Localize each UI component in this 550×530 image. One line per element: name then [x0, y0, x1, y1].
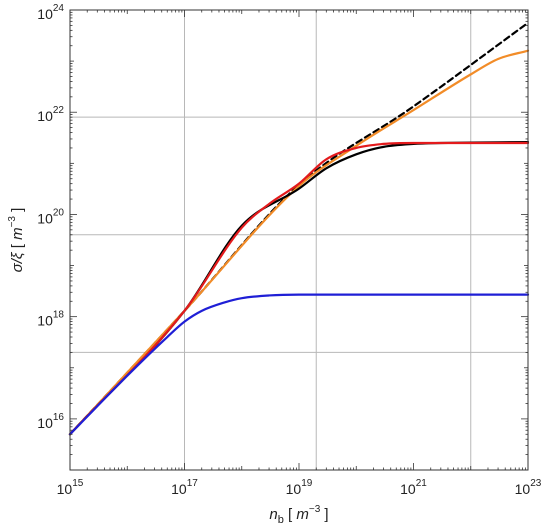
- y-tick-label-4: 1024: [37, 3, 64, 22]
- x-tick-label-1: 1017: [171, 478, 198, 497]
- y-tick-label-exp: 18: [53, 310, 65, 321]
- tick-marks: [69, 10, 528, 471]
- x-axis-label: nb [ m−3 ]: [269, 504, 328, 526]
- x-tick-label-exp: 21: [416, 478, 428, 489]
- x-axis-var: n: [269, 506, 277, 523]
- y-axis-label: σ/ξ [ m−3 ]: [7, 208, 26, 273]
- x-tick-label-base: 10: [286, 481, 302, 497]
- x-tick-label-exp: 23: [530, 478, 542, 489]
- y-axis-var: σ/ξ: [9, 251, 26, 272]
- x-tick-label-base: 10: [515, 481, 531, 497]
- y-tick-label-0: 1016: [37, 412, 64, 431]
- series-line-4: [68, 293, 530, 436]
- series-line-3: [68, 141, 530, 436]
- y-axis-open: [: [9, 240, 26, 253]
- y-tick-label-exp: 20: [53, 207, 65, 218]
- y-tick-label-exp: 24: [53, 3, 65, 14]
- x-axis-open: [: [284, 506, 297, 523]
- y-tick-label-base: 10: [37, 6, 53, 22]
- x-tick-label-4: 1023: [515, 478, 542, 497]
- x-axis-close: ]: [320, 506, 328, 523]
- x-tick-label-2: 1019: [286, 478, 313, 497]
- y-tick-label-2: 1020: [37, 207, 64, 226]
- y-axis-unit: m: [9, 227, 26, 240]
- y-tick-label-base: 10: [37, 313, 53, 329]
- x-tick-label-0: 1015: [57, 478, 84, 497]
- y-tick-label-1: 1018: [37, 310, 64, 329]
- x-tick-label-base: 10: [400, 481, 416, 497]
- y-tick-label-3: 1022: [37, 105, 64, 124]
- y-tick-label-base: 10: [37, 108, 53, 124]
- plot-background: [70, 10, 528, 470]
- x-tick-labels: 1015 1017 1019 1021 1023: [57, 478, 542, 497]
- y-tick-label-exp: 22: [53, 105, 65, 116]
- x-tick-label-exp: 17: [187, 478, 199, 489]
- x-tick-label-base: 10: [171, 481, 187, 497]
- x-axis-var-sub: b: [278, 514, 284, 526]
- x-tick-label-base: 10: [57, 481, 73, 497]
- x-axis-unit-exp: −3: [309, 504, 321, 515]
- y-tick-label-exp: 16: [53, 412, 65, 423]
- x-axis-unit: m: [296, 506, 309, 523]
- x-tick-label-exp: 15: [72, 478, 84, 489]
- x-tick-label-exp: 19: [301, 478, 313, 489]
- y-tick-label-base: 10: [37, 415, 53, 431]
- x-tick-label-3: 1021: [400, 478, 427, 497]
- y-axis-unit-exp: −3: [7, 216, 18, 228]
- y-tick-label-base: 10: [37, 210, 53, 226]
- y-axis-close: ]: [9, 208, 26, 216]
- series-layer: [68, 21, 530, 436]
